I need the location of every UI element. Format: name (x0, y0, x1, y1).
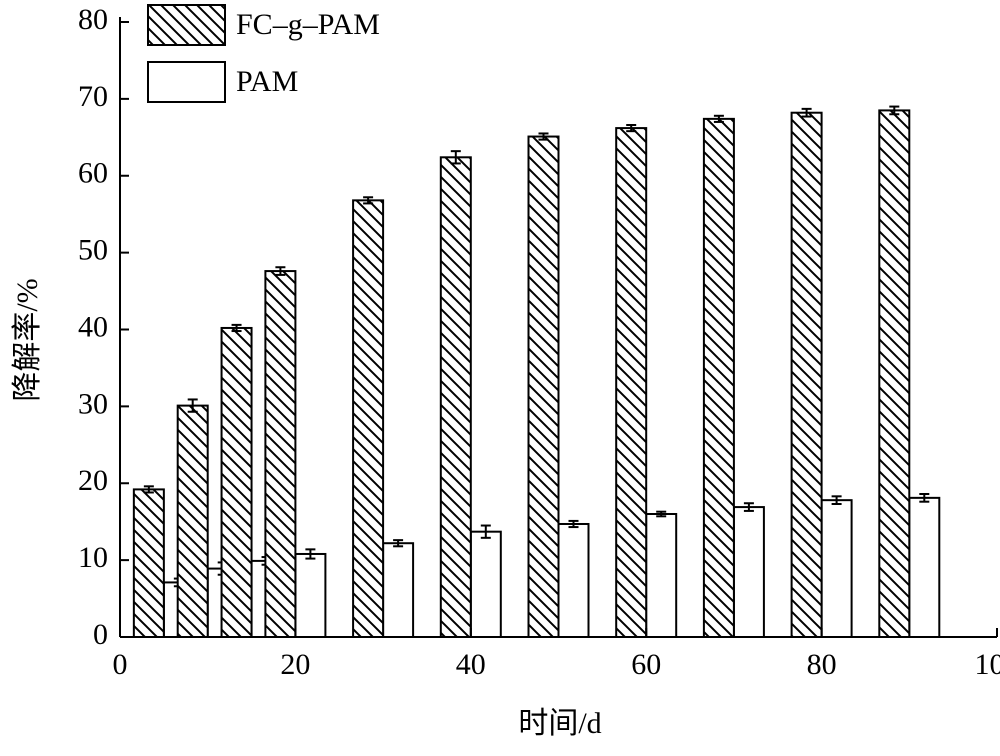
error-bar (187, 398, 198, 413)
bar (132, 488, 165, 638)
bar (908, 496, 941, 639)
y-tick-label: 20 (78, 464, 108, 497)
y-tick-label: 30 (78, 387, 108, 420)
y-tick-label: 80 (78, 3, 108, 36)
error-bar (919, 493, 930, 503)
error-bar (275, 266, 286, 276)
x-tick-label: 20 (280, 648, 310, 681)
y-tick-label: 50 (78, 234, 108, 267)
error-bar (480, 524, 491, 539)
bar (645, 513, 678, 638)
x-tick-label: 0 (113, 648, 128, 681)
x-axis-label: 时间/d (518, 707, 601, 740)
bar (820, 499, 853, 638)
bar (702, 117, 735, 639)
legend-swatch (147, 4, 226, 46)
error-bar (743, 502, 754, 512)
legend-label: PAM (236, 65, 298, 98)
x-tick-label: 60 (631, 648, 661, 681)
y-tick-label: 0 (93, 618, 108, 651)
error-bar (831, 495, 842, 506)
bar (176, 404, 209, 639)
bar (439, 156, 472, 639)
bar (382, 542, 415, 639)
error-bar (713, 114, 724, 123)
error-bar (393, 539, 404, 548)
error-bar (363, 196, 374, 205)
error-bar (305, 548, 316, 560)
error-bar (231, 323, 242, 333)
bar (264, 270, 297, 638)
bar (790, 111, 823, 638)
bar (615, 127, 648, 638)
bar (294, 552, 327, 638)
error-bar (889, 105, 900, 116)
x-tick-label: 80 (807, 648, 837, 681)
bar (352, 199, 385, 638)
y-axis-label: 降解率/% (11, 278, 44, 401)
error-bar (568, 519, 579, 529)
bar (220, 326, 253, 638)
error-bar (143, 485, 154, 494)
y-tick-label: 40 (78, 310, 108, 343)
y-tick-label: 60 (78, 157, 108, 190)
error-bar (450, 150, 461, 165)
x-tick-label: 100 (975, 648, 1000, 681)
legend-label: FC–g–PAM (236, 8, 380, 41)
y-tick-label: 70 (78, 80, 108, 113)
error-bar (656, 510, 667, 518)
bar (469, 530, 502, 639)
y-tick-label: 10 (78, 541, 108, 574)
bar (878, 109, 911, 638)
legend-swatch (147, 61, 226, 103)
bar (527, 135, 560, 638)
bar (732, 506, 765, 638)
error-bar (538, 132, 549, 141)
error-bar (801, 107, 812, 118)
bar (557, 522, 590, 639)
x-tick-label: 40 (456, 648, 486, 681)
error-bar (626, 124, 637, 133)
